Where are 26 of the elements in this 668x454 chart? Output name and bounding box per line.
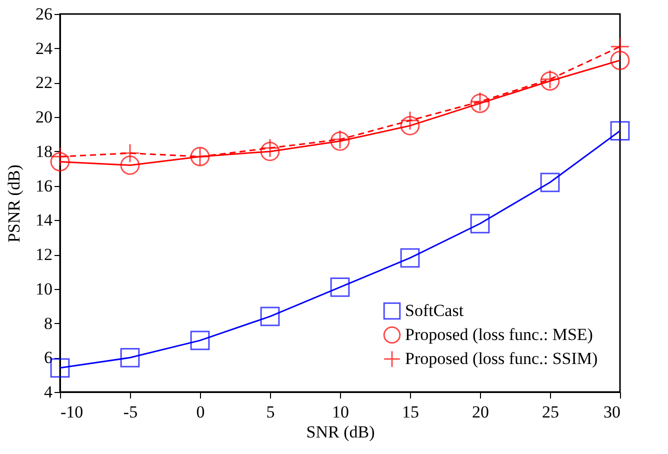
y-tick-label: 20: [36, 108, 52, 127]
x-tick-label: 15: [402, 402, 419, 422]
x-tick-label: 5: [266, 402, 275, 422]
y-tick-label: 10: [36, 279, 52, 298]
legend-label: SoftCast: [405, 301, 464, 320]
y-tick-label: 12: [36, 245, 52, 264]
y-tick-label: 26: [36, 4, 52, 24]
y-tick-label: 16: [36, 176, 52, 196]
x-tick-label: -5: [123, 402, 138, 422]
x-tick-label: 25: [542, 402, 559, 422]
x-axis-title: SNR (dB): [306, 422, 375, 442]
y-tick-label: 18: [36, 142, 52, 161]
y-tick-label: 22: [36, 73, 52, 92]
y-axis-title: PSNR (dB): [4, 164, 24, 242]
x-tick-label: 30: [604, 402, 620, 422]
y-tick-label: 4: [44, 382, 53, 402]
x-tick-label: 10: [332, 402, 349, 422]
x-tick-label: 20: [472, 402, 489, 422]
legend-label: Proposed (loss func.: SSIM): [405, 349, 598, 368]
x-tick-label: 0: [196, 402, 205, 422]
y-tick-label: 6: [44, 348, 52, 368]
y-tick-label: 8: [44, 314, 52, 333]
x-tick-label: -10: [60, 402, 84, 422]
y-tick-label: 24: [36, 38, 53, 58]
legend-label: Proposed (loss func.: MSE): [405, 325, 593, 344]
y-tick-label: 14: [36, 210, 53, 230]
